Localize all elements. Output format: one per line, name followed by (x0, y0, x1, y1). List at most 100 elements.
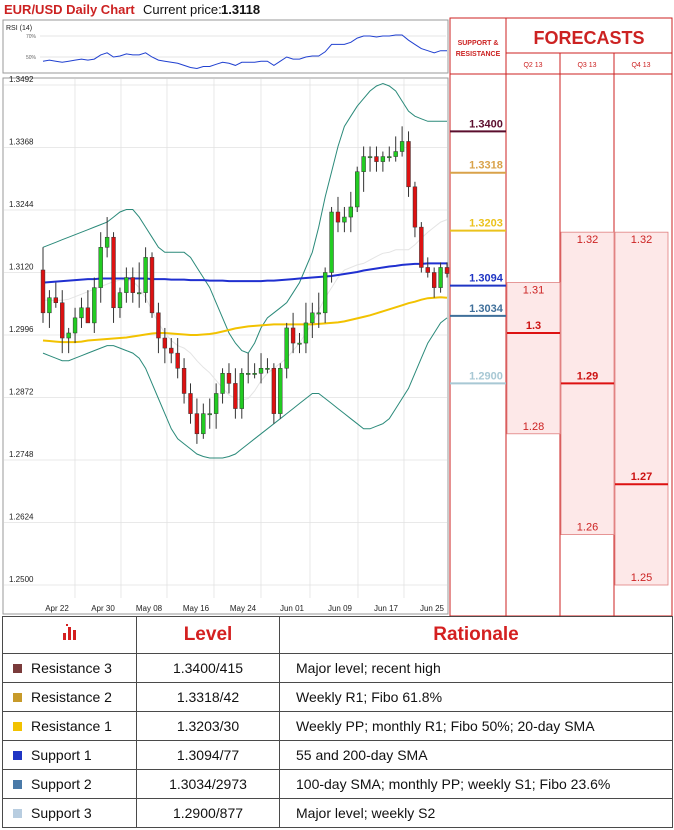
candle (432, 267, 437, 298)
forecasts-title: FORECASTS (533, 28, 644, 48)
candle (66, 327, 71, 354)
candle-body (162, 337, 168, 349)
candle (316, 292, 321, 328)
candle-body (188, 393, 193, 414)
forecast-high-label: 1.31 (523, 285, 544, 297)
candle (162, 327, 168, 364)
candle (213, 383, 219, 429)
candle (329, 206, 334, 283)
candle-body (252, 373, 257, 375)
y-tick-label: 1.2872 (9, 388, 34, 397)
candle-body (66, 332, 71, 339)
candle (156, 302, 161, 354)
candle (246, 353, 251, 384)
candle (60, 290, 65, 354)
candle-body (213, 393, 219, 414)
level-name: Support 3 (31, 805, 92, 821)
forecast-low-label: 1.26 (577, 522, 598, 534)
candle-body (284, 327, 289, 369)
rsi-label: RSI (14) (6, 25, 32, 32)
candle-body (310, 312, 315, 324)
forecast-mid-label: 1.3 (526, 320, 541, 332)
candle-body (335, 211, 341, 223)
level-value: 1.3203/30 (136, 711, 280, 741)
bar-chart-icon (62, 624, 76, 640)
y-tick-label: 1.3368 (9, 138, 34, 147)
candle-body (329, 211, 334, 273)
candle-body (79, 307, 84, 319)
candle (233, 368, 238, 419)
candle-body (419, 226, 424, 268)
candle (335, 196, 341, 233)
forecast-mid-label: 1.27 (631, 471, 652, 483)
candle-body (72, 317, 78, 334)
forecast-range-box (614, 231, 669, 586)
candle (226, 363, 232, 394)
candle (303, 302, 309, 354)
candle (322, 267, 328, 323)
candle (444, 262, 450, 278)
level-name-cell: Resistance 2 (2, 682, 137, 712)
level-value: 1.2900/877 (136, 798, 280, 828)
candle-body (98, 247, 103, 288)
candle (53, 282, 58, 308)
level-color-swatch (13, 722, 22, 731)
candle-body (175, 352, 180, 369)
table-header-row: Level Rationale (2, 616, 673, 654)
level-name-cell: Resistance 1 (2, 711, 137, 741)
candle-body (156, 312, 161, 339)
candle-body (297, 342, 302, 345)
chart-title: EUR/USD Daily Chart (4, 2, 135, 17)
candle-body (169, 347, 174, 354)
x-tick-label: May 08 (136, 604, 163, 613)
forecast-high-label: 1.32 (631, 234, 652, 246)
candle-body (233, 383, 238, 409)
candle (355, 166, 360, 213)
level-color-swatch (13, 664, 22, 673)
candle (271, 363, 277, 424)
candle (137, 262, 142, 308)
sr-level-label: 1.3400 (469, 118, 503, 130)
level-name: Resistance 1 (31, 718, 112, 734)
candle (387, 146, 392, 162)
level-rationale: 55 and 200-day SMA (279, 740, 673, 770)
candle-body (406, 141, 411, 188)
candle (367, 146, 373, 172)
candle-body (137, 292, 142, 295)
candle-body (444, 267, 450, 274)
bollinger-upper (42, 82, 447, 354)
candle (220, 368, 225, 404)
candle-body (130, 277, 135, 293)
y-tick-label: 1.2748 (9, 450, 34, 459)
candle-body (226, 373, 232, 384)
candle-body (92, 287, 97, 324)
candles (40, 126, 450, 444)
candle-body (117, 292, 123, 309)
sr-level-label: 1.2900 (469, 370, 503, 382)
rsi-panel (2, 19, 449, 74)
candle (175, 338, 180, 379)
level-rationale: 100-day SMA; monthly PP; weekly S1; Fibo… (279, 769, 673, 799)
candle (117, 287, 123, 318)
quarter-label-q4: Q4 13 (631, 62, 650, 69)
candle-body (399, 141, 405, 152)
rsi-series (42, 34, 447, 70)
level-name-cell: Support 1 (2, 740, 137, 770)
level-color-swatch (13, 780, 22, 789)
x-axis-labels: Apr 22 Apr 30 May 08 May 16 May 24 Jun 01 Jun … (45, 604, 444, 613)
candle (40, 247, 46, 323)
y-tick-label: 1.3244 (9, 200, 34, 209)
sma-200-line (42, 262, 447, 284)
candle-body (432, 272, 437, 288)
candle (98, 232, 103, 303)
forecast-low-label: 1.25 (631, 572, 652, 584)
candle-body (60, 302, 65, 339)
candle-body (425, 267, 430, 273)
candle-body (124, 277, 129, 293)
candle (188, 383, 193, 424)
candle-body (361, 156, 366, 172)
level-rationale: Major level; weekly S2 (279, 798, 673, 828)
candle (79, 297, 84, 328)
candle-body (387, 156, 392, 159)
candle (181, 358, 187, 404)
